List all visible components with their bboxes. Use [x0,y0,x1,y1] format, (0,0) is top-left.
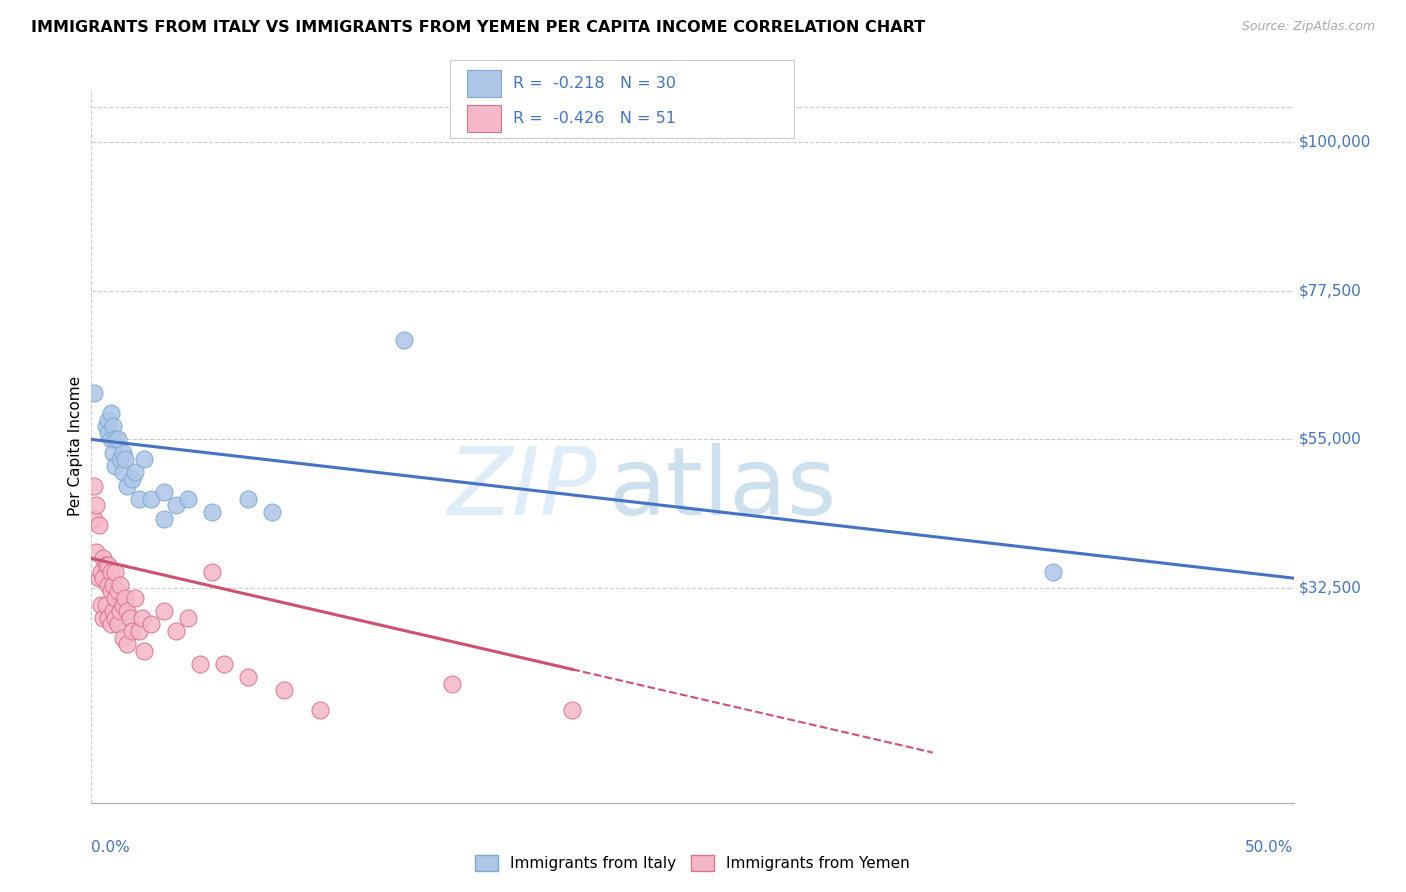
Point [101,419,124,434]
Point [111,466,134,480]
Point [141,491,163,506]
Point [1042,565,1064,579]
Point [440,677,463,691]
Text: 0.0%: 0.0% [91,840,131,855]
Point [100,433,122,447]
Point [83,511,105,525]
Point [114,452,136,467]
Point [273,683,295,698]
Point [118,611,141,625]
Point [101,604,124,618]
Point [121,472,143,486]
Point [392,333,415,347]
Text: $55,000: $55,000 [1299,432,1362,447]
Point [561,703,583,717]
Point [107,584,129,599]
Point [128,624,150,638]
Point [188,657,211,671]
Point [117,637,139,651]
Text: R =  -0.218   N = 30: R = -0.218 N = 30 [513,76,676,91]
Point [87,518,110,533]
Point [201,565,224,579]
Point [117,478,139,492]
Point [111,445,134,459]
Point [107,433,129,447]
Point [104,565,127,579]
Point [124,591,146,605]
Point [111,631,134,645]
Point [100,406,122,420]
Point [104,433,127,447]
Point [93,571,115,585]
Point [236,670,259,684]
Point [260,505,283,519]
Point [93,551,115,566]
Point [100,617,122,632]
Point [100,565,122,579]
Legend: Immigrants from Italy, Immigrants from Yemen: Immigrants from Italy, Immigrants from Y… [468,849,917,877]
Text: $32,500: $32,500 [1299,581,1362,596]
Point [152,604,174,618]
Point [104,611,127,625]
Point [110,452,132,467]
Point [236,491,259,506]
Point [165,624,187,638]
Text: $100,000: $100,000 [1299,135,1371,150]
Point [94,598,117,612]
Text: atlas: atlas [609,442,837,535]
Text: $77,500: $77,500 [1299,284,1362,298]
Point [131,611,153,625]
Point [83,386,105,401]
Point [104,458,127,473]
Point [121,624,143,638]
Point [124,466,146,480]
Point [101,578,124,592]
Point [201,505,224,519]
Point [97,412,120,426]
Point [94,558,117,572]
Text: Source: ZipAtlas.com: Source: ZipAtlas.com [1241,20,1375,33]
Point [84,545,107,559]
Point [94,419,117,434]
Point [90,565,112,579]
Point [128,491,150,506]
Point [308,703,330,717]
Point [104,591,127,605]
Point [176,491,198,506]
Point [97,425,120,440]
Point [176,611,198,625]
Point [134,644,156,658]
Point [152,485,174,500]
Text: 50.0%: 50.0% [1246,840,1294,855]
Point [87,571,110,585]
Point [97,611,120,625]
Text: IMMIGRANTS FROM ITALY VS IMMIGRANTS FROM YEMEN PER CAPITA INCOME CORRELATION CHA: IMMIGRANTS FROM ITALY VS IMMIGRANTS FROM… [31,20,925,35]
Point [114,591,136,605]
Point [101,445,124,459]
Point [117,604,139,618]
Point [84,499,107,513]
Text: R =  -0.426   N = 51: R = -0.426 N = 51 [513,112,676,126]
Point [83,478,105,492]
Point [165,499,187,513]
Point [93,611,115,625]
Point [97,578,120,592]
Text: ZIP: ZIP [447,443,596,534]
Point [110,604,132,618]
Point [141,617,163,632]
Point [107,617,129,632]
Point [100,584,122,599]
Point [134,452,156,467]
Point [110,578,132,592]
Point [212,657,235,671]
Point [97,558,120,572]
Point [152,511,174,525]
Y-axis label: Per Capita Income: Per Capita Income [67,376,83,516]
Point [111,598,134,612]
Point [90,598,112,612]
